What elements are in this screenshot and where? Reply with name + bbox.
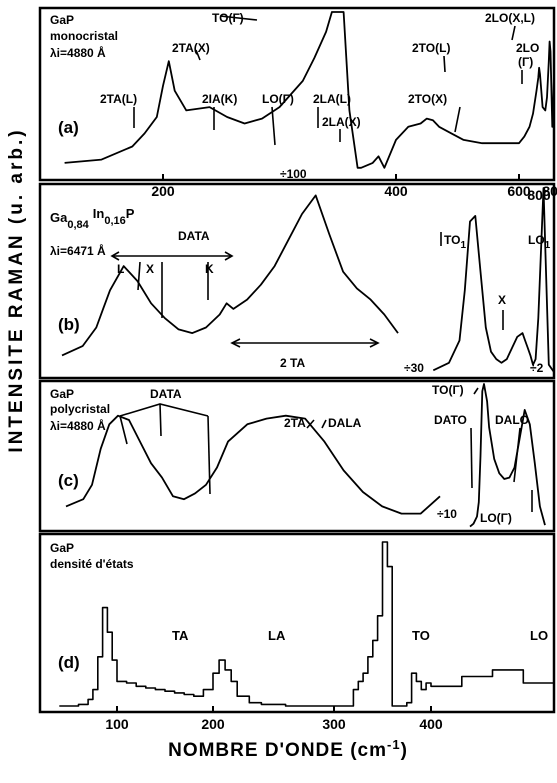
annot-a-2la-l: 2LA(L) [313, 92, 351, 106]
annot-b-l: L [117, 262, 124, 276]
tick-label-a-400: 400 [384, 183, 408, 199]
series-line-a-1 [64, 11, 555, 169]
annot-b-to1: TO1 [444, 233, 466, 251]
annot-d-to: TO [412, 628, 430, 643]
panel-d-curves [59, 541, 555, 707]
panel-a-ticks: 200400600800 [151, 174, 557, 199]
annot-b-x: X [146, 262, 154, 276]
annot-b-div30: ÷30 [404, 361, 424, 375]
panel-a-arrows [133, 15, 523, 146]
panel-b-arrows [110, 232, 504, 348]
annot-a-2lo-xl: 2LO(X,L) [485, 11, 535, 25]
annot-a-2ta-x: 2TA(X) [172, 41, 210, 55]
annot-c-dato: DATO [434, 413, 467, 427]
panel-a-title: GaP [50, 13, 74, 27]
tick-label-a-600: 600 [507, 183, 531, 199]
panel-c-curves [65, 383, 546, 528]
panel-b-frame [38, 182, 556, 380]
annot-b-x2: X [498, 293, 506, 307]
annot-d-lo: LO [530, 628, 548, 643]
y-axis-label: INTENSITE RAMAN (u. arb.) [6, 127, 27, 452]
panel-c-excitation: λi=4880 Å [50, 418, 106, 433]
panel-d-ticks: 100 200 300 400 [105, 706, 443, 732]
panel-b-excitation: λi=6471 Å [50, 243, 106, 258]
annot-a-2to-l: 2TO(L) [412, 41, 450, 55]
panel-c-frame [38, 379, 556, 533]
tick-label-a-200: 200 [151, 183, 175, 199]
tick-label-b-800: 800 [527, 187, 551, 203]
panel-d-title: GaP [50, 541, 74, 555]
panel-a-subtitle: monocristal [50, 29, 118, 43]
annot-a-div100: ÷100 [280, 167, 307, 181]
panel-a-curves [64, 11, 555, 169]
panel-b-ticks: 800 [527, 187, 551, 203]
tick-label-d-200: 200 [201, 716, 225, 732]
annot-a-2ta-l: 2TA(L) [100, 92, 137, 106]
panel-c-title: GaP [50, 387, 74, 401]
panel-a: 200400600800 GaP monocristal λi=4880 Å (… [38, 6, 557, 199]
annot-c-dala: DALA [328, 416, 362, 430]
panel-b-composition: Ga0,84In0,16P [50, 206, 135, 231]
panel-a-label: (a) [58, 118, 79, 137]
annot-d-la: LA [268, 628, 286, 643]
panel-a-excitation: λi=4880 Å [50, 45, 106, 60]
series-line-b-1 [61, 194, 399, 357]
series-line-c-2 [469, 383, 546, 528]
panel-b-curves [61, 187, 555, 373]
annot-b-div2: ÷2 [530, 361, 544, 375]
annot-d-ta: TA [172, 628, 189, 643]
tick-label-d-400: 400 [419, 716, 443, 732]
panel-c-subtitle: polycristal [50, 402, 110, 416]
annot-c-lo-gamma: LO(Γ) [480, 511, 512, 525]
panel-c: GaP polycristal λi=4880 Å (c) DATA 2TA D… [38, 379, 556, 533]
panel-b: 800 Ga0,84In0,16P λi=6471 Å (b) DATA L X… [38, 182, 556, 380]
panel-d: 100 200 300 400 GaP densité d'états (d) TA … [38, 532, 556, 732]
panel-d-frame [38, 532, 556, 714]
panel-d-subtitle: densité d'états [50, 557, 134, 571]
panel-c-label: (c) [58, 471, 79, 490]
annot-c-to-gamma: TO(Γ) [432, 383, 464, 397]
annot-b-lo1: LO1 [528, 233, 551, 251]
annot-c-dalo: DALO [495, 413, 529, 427]
x-axis-label: NOMBRE D'ONDE (cm-1) [168, 737, 408, 762]
annot-c-2ta: 2TA [284, 416, 306, 430]
panel-c-arrows [119, 387, 533, 512]
annot-a-2la-x: 2LA(X) [322, 115, 361, 129]
annot-a-2to-x: 2TO(X) [408, 92, 447, 106]
annot-a-2ia-k: 2IA(K) [202, 92, 237, 106]
annot-b-data: DATA [178, 229, 210, 243]
annot-a-2lo-gamma: (Γ) [518, 55, 533, 69]
series-line-c-1 [65, 414, 441, 515]
annot-a-to-gamma: TO(Γ) [212, 11, 244, 25]
tick-label-d-100: 100 [105, 716, 129, 732]
panel-b-label: (b) [58, 315, 80, 334]
annot-b-k: K [205, 262, 214, 276]
annot-c-data: DATA [150, 387, 182, 401]
annot-a-lo-gamma: LO(Γ) [262, 92, 294, 106]
annot-a-2lo: 2LO [516, 41, 539, 55]
series-line-b-2 [432, 187, 555, 373]
tick-label-d-300: 300 [322, 716, 346, 732]
series-line-d-1 [59, 541, 555, 707]
annot-b-2ta: 2 TA [280, 356, 305, 370]
annot-c-div10: ÷10 [437, 507, 457, 521]
panel-d-label: (d) [58, 653, 80, 672]
